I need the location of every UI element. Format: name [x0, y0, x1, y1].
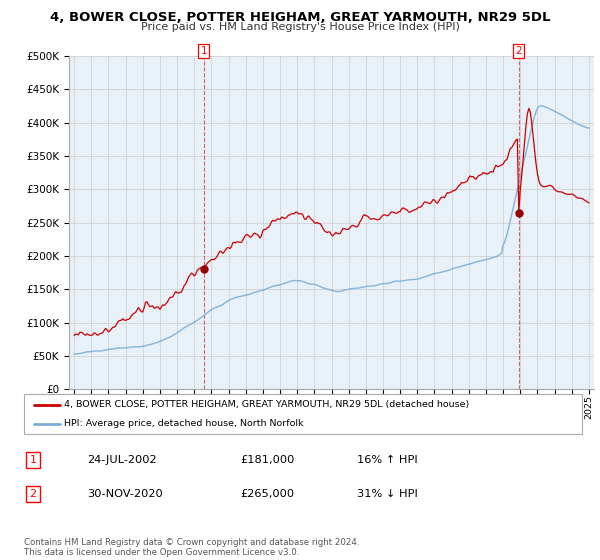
Text: 16% ↑ HPI: 16% ↑ HPI: [357, 455, 418, 465]
Text: 2: 2: [29, 489, 37, 499]
Text: £181,000: £181,000: [240, 455, 295, 465]
Text: 4, BOWER CLOSE, POTTER HEIGHAM, GREAT YARMOUTH, NR29 5DL (detached house): 4, BOWER CLOSE, POTTER HEIGHAM, GREAT YA…: [64, 400, 469, 409]
Text: £265,000: £265,000: [240, 489, 294, 499]
Text: 24-JUL-2002: 24-JUL-2002: [87, 455, 157, 465]
Text: 1: 1: [29, 455, 37, 465]
Text: 2: 2: [515, 46, 522, 56]
Text: Price paid vs. HM Land Registry's House Price Index (HPI): Price paid vs. HM Land Registry's House …: [140, 22, 460, 32]
Text: 30-NOV-2020: 30-NOV-2020: [87, 489, 163, 499]
Text: 4, BOWER CLOSE, POTTER HEIGHAM, GREAT YARMOUTH, NR29 5DL: 4, BOWER CLOSE, POTTER HEIGHAM, GREAT YA…: [50, 11, 550, 24]
Text: HPI: Average price, detached house, North Norfolk: HPI: Average price, detached house, Nort…: [64, 419, 304, 428]
Text: 1: 1: [200, 46, 207, 56]
Text: Contains HM Land Registry data © Crown copyright and database right 2024.
This d: Contains HM Land Registry data © Crown c…: [24, 538, 359, 557]
Text: 31% ↓ HPI: 31% ↓ HPI: [357, 489, 418, 499]
